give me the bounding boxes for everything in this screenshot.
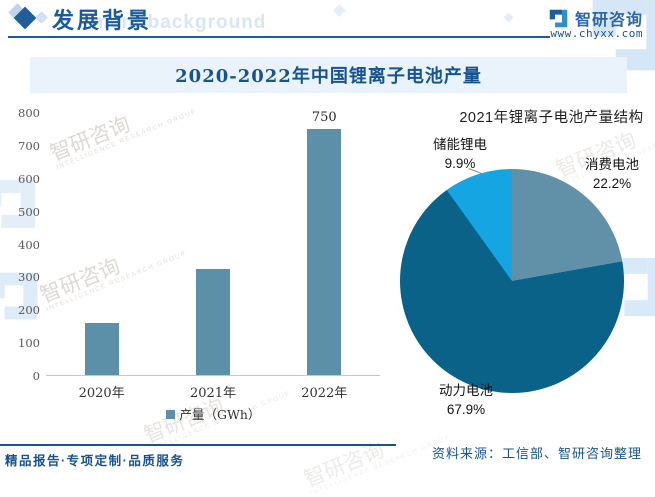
data-source: 资料来源：工信部、智研咨询整理 <box>431 446 642 461</box>
footer-divider <box>0 444 396 446</box>
y-tick-label: 600 <box>18 171 40 186</box>
bar-x-axis: 2020年 2021年 2022年 <box>46 382 380 401</box>
x-tick-label: 2020年 <box>78 386 125 401</box>
header-divider <box>8 36 550 38</box>
y-tick-label: 0 <box>32 369 40 383</box>
y-tick-label: 300 <box>18 270 40 285</box>
bar-legend: 产量（GWh） <box>46 404 380 423</box>
y-tick-label: 700 <box>18 138 40 153</box>
bar-2020年 <box>84 322 119 375</box>
bar-slot <box>157 113 268 375</box>
pie-label-storage-value: 9.9% <box>444 156 476 171</box>
section-bullet-diamond-icon <box>8 3 51 36</box>
pie-label-consumer-name: 消费电池 <box>585 157 639 172</box>
pie-label-power: 动力电池 67.9% <box>424 381 508 419</box>
pie-label-power-value: 67.9% <box>446 402 486 417</box>
y-tick-label: 400 <box>18 237 40 252</box>
pie <box>400 169 624 393</box>
legend-swatch <box>165 410 175 419</box>
pie-label-storage: 储能锂电 9.9% <box>418 135 502 173</box>
bar-value-label: 750 <box>311 110 337 126</box>
bar-slot: 750 <box>269 110 380 375</box>
footer-tagline: 精品报告·专项定制·品质服务 <box>5 454 185 468</box>
section-title-en-watermark: ment background <box>92 12 267 33</box>
legend-label: 产量（GWh） <box>179 407 261 422</box>
pie-label-power-name: 动力电池 <box>439 383 493 398</box>
bar-plot: 750 <box>46 110 380 376</box>
bar-y-axis: 0 100 200 300 400 500 600 700 800 <box>0 106 40 383</box>
brand-site-url[interactable]: www.chyxx.com <box>550 27 643 40</box>
pie-label-consumer-value: 22.2% <box>592 176 632 191</box>
pie-label-consumer: 消费电池 22.2% <box>572 155 652 193</box>
y-tick-label: 200 <box>18 303 40 318</box>
brand-logo-icon <box>549 9 568 27</box>
bar-2022年: 750 <box>307 110 342 375</box>
y-tick-label: 800 <box>18 106 40 120</box>
y-tick-label: 500 <box>18 204 40 219</box>
y-tick-label: 100 <box>18 336 40 351</box>
bar-slot <box>46 113 157 375</box>
x-tick-label: 2022年 <box>301 386 348 401</box>
chart-banner: 2020-2022年中国锂离子电池产量 <box>30 57 627 93</box>
pie-chart-title: 2021年锂离子电池产量结构 <box>459 110 644 126</box>
bar-chart-title: 2020-2022年中国锂离子电池产量 <box>175 66 482 87</box>
section-title: 发展背景 <box>52 8 153 33</box>
pie-label-storage-name: 储能锂电 <box>433 137 487 152</box>
bar-2021年 <box>195 268 230 375</box>
x-tick-label: 2021年 <box>189 386 237 401</box>
